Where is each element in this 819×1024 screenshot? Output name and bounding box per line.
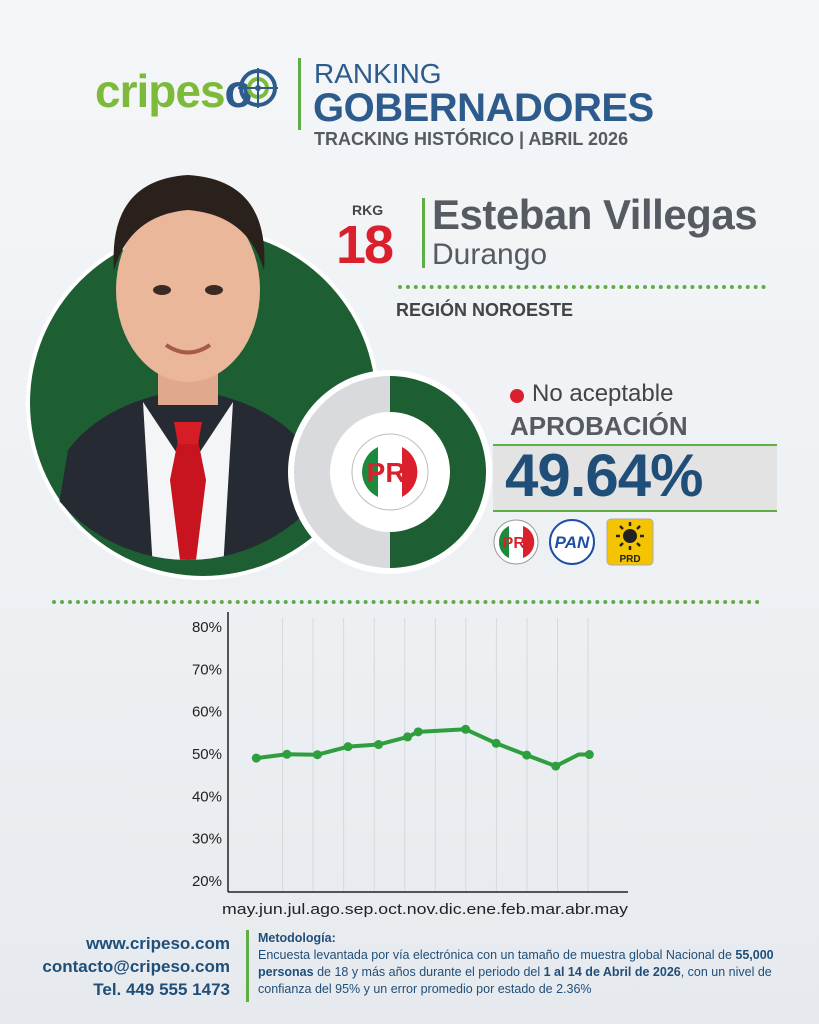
svg-text:PAN: PAN [555,533,590,552]
pan-icon: PAN [549,519,595,565]
x-tick-label: jun. [258,902,288,918]
data-point [312,750,322,760]
pri-small-icon: PRI [493,519,539,565]
data-point [461,724,471,734]
methodology: Metodología: Encuesta levantada por vía … [258,931,774,996]
website-link[interactable]: www.cripeso.com [86,934,230,953]
phone-number: Tel. 449 555 1473 [93,980,230,999]
y-tick-label: 80% [192,619,222,636]
status-label: No aceptable [532,380,674,407]
y-tick-label: 70% [192,661,222,678]
target-logo-icon [238,68,278,108]
svg-text:PRI: PRI [503,535,530,552]
state-name: Durango [432,238,548,271]
data-point [343,742,353,752]
x-tick-label: ago. [310,902,344,918]
data-point [403,732,413,742]
footer-divider [246,930,249,1002]
y-tick-label: 60% [192,704,222,721]
x-tick-label: feb. [501,902,531,918]
data-point [413,727,423,737]
data-point [491,738,501,748]
y-tick-label: 30% [192,831,222,848]
email-link[interactable]: contacto@cripeso.com [42,957,230,976]
x-tick-label: nov. [407,902,439,918]
data-point [551,761,561,771]
name-divider [422,198,425,268]
governor-portrait [48,175,328,561]
y-tick-label: 40% [192,788,222,805]
data-point [584,750,594,760]
header-tracking: TRACKING HISTÓRICO | ABRIL 2026 [314,129,629,149]
x-tick-label: ene. [467,902,501,918]
rank-label: RKG [352,202,384,218]
approval-line-chart: 80% 70% 60% 50% 40% 30% 20%may. jun. jul. ago. sep… [192,612,629,918]
prd-icon: PRD [606,518,654,566]
x-tick-label: dic. [439,902,467,918]
svg-text:PRI: PRI [367,457,414,488]
x-tick-label: jul. [286,902,310,918]
brand-logo: cripeso [95,65,253,117]
x-tick-labels: may. jun. jul. ago. sep. oct. nov. dic. ene. feb.… [222,902,629,918]
dotted-divider-chart [52,600,760,604]
y-tick-label: 20% [192,873,222,890]
header-divider [298,58,301,130]
contact-block: www.cripeso.com contacto@cripeso.com Tel… [20,932,230,1001]
x-tick-label: oct. [378,902,407,918]
approval-box [493,444,777,512]
pri-logo-icon: PRI [351,433,429,511]
x-tick-label: may [595,902,629,918]
approval-label: APROBACIÓN [510,411,688,441]
data-point [522,750,532,760]
methodology-title: Metodología: [258,931,336,945]
data-point [282,749,292,759]
series-line [256,727,590,769]
x-tick-label: abr. [565,902,595,918]
data-point [374,740,384,750]
svg-text:PRD: PRD [619,554,640,565]
status-dot-icon [510,389,524,403]
x-tick-label: mar. [531,902,565,918]
approval-value: 49.64% [505,442,703,509]
x-tick-label: may. [222,902,259,918]
x-tick-label: sep. [345,902,378,918]
governor-name: Esteban Villegas [432,191,758,238]
region-label: REGIÓN NOROESTE [396,300,574,320]
y-tick-label: 50% [192,746,222,763]
header-gobernadores: GOBERNADORES [313,86,654,130]
dotted-divider [398,285,766,289]
rank-number: 18 [336,215,394,275]
data-point [251,753,261,763]
header-ranking: RANKING [314,58,442,89]
